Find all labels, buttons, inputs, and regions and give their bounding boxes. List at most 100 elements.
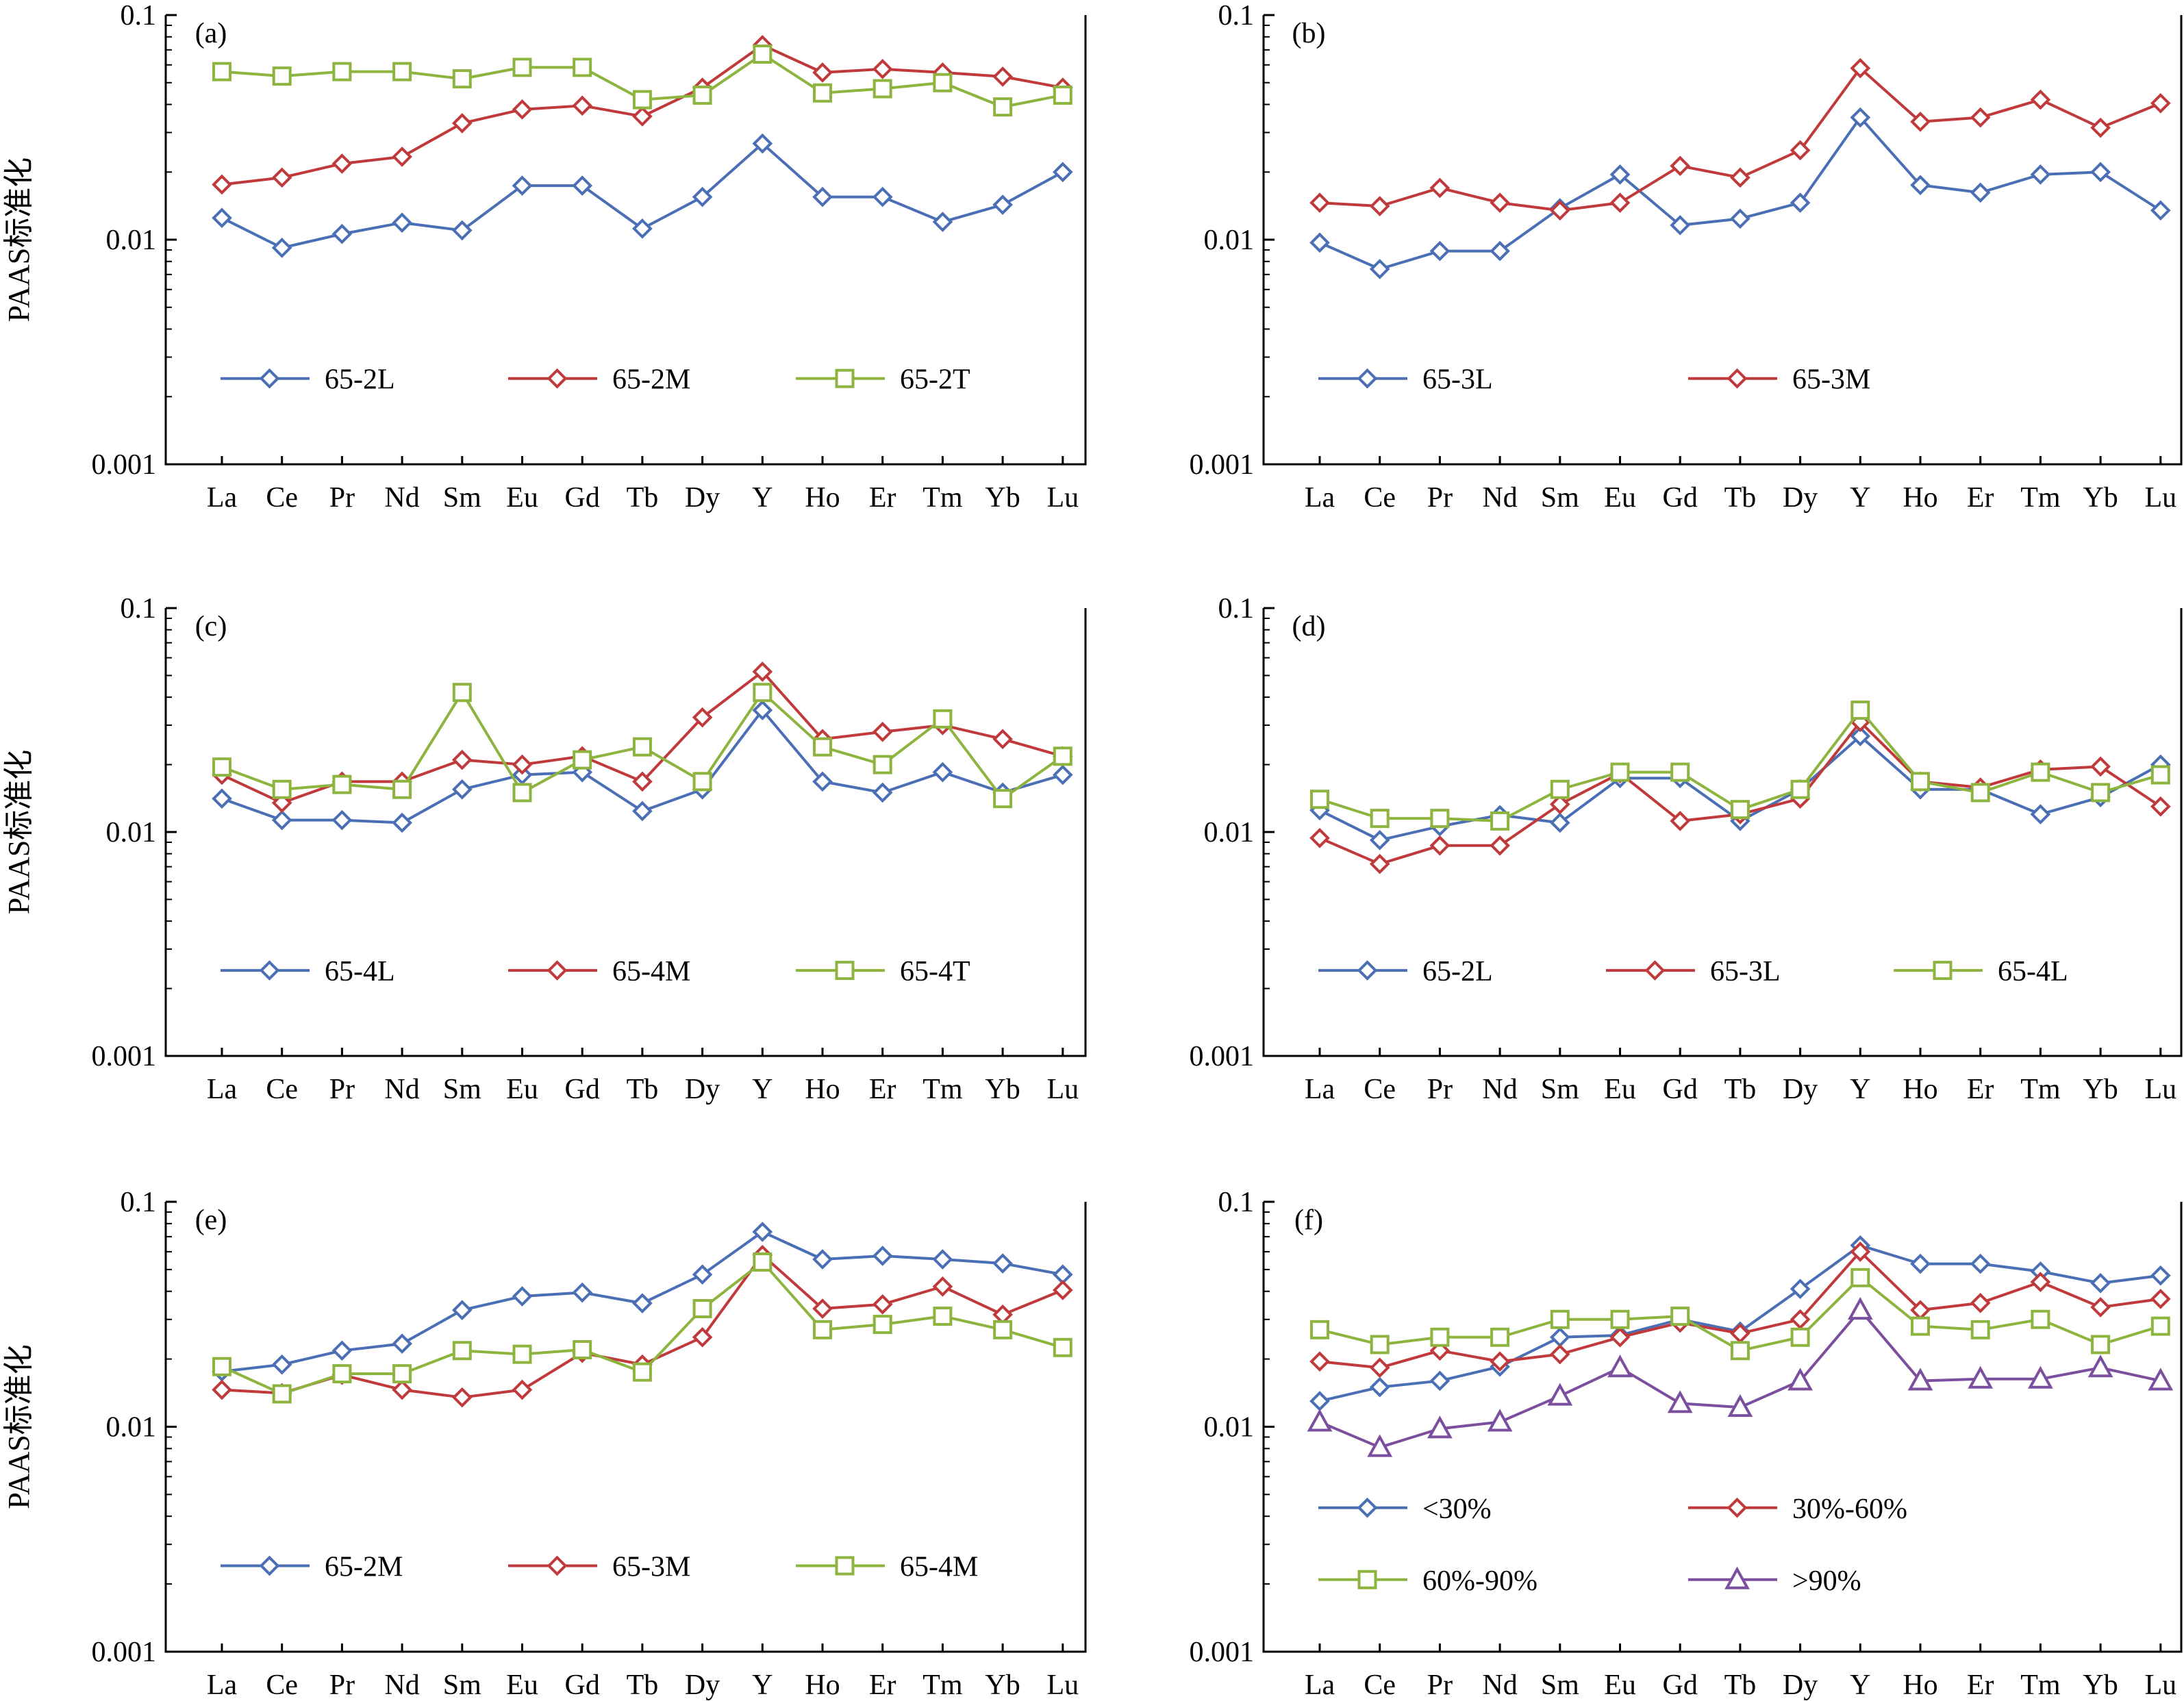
data-point-0-4	[452, 69, 472, 89]
data-point-3-4	[1549, 794, 1570, 815]
data-point-4-6	[572, 1282, 593, 1303]
x-tick-label-La: La	[207, 1670, 238, 1701]
x-tick-label-Ce: Ce	[1364, 1074, 1396, 1105]
data-point-1-5	[1609, 164, 1631, 185]
data-point-3-2	[1429, 835, 1451, 856]
x-tick-label-Y: Y	[1850, 482, 1870, 514]
data-point-2-11	[873, 755, 892, 774]
data-point-1-11	[1970, 107, 1991, 128]
data-point-4-4	[451, 1300, 473, 1320]
panel-2: 0.1 0.01 0.001 La Ce Pr Nd Sm Eu Gd Tb Dy Y Ho Er Tm Yb L…	[2, 593, 1087, 1105]
data-point-5-5	[1609, 1326, 1631, 1348]
data-point-2-4	[452, 683, 472, 703]
data-point-0-9	[752, 133, 773, 154]
data-point-4-11	[872, 1246, 893, 1266]
panel-3: 0.1 0.01 0.001 La Ce Pr Nd Sm Eu Gd Tb Dy Y Ho Er Tm Yb L…	[1190, 593, 2183, 1105]
x-tick-label-Sm: Sm	[1541, 482, 1579, 514]
x-tick-label-Y: Y	[752, 482, 773, 514]
axes-frame	[164, 608, 1087, 1057]
data-point-1-3	[1490, 240, 1510, 262]
data-point-3-6	[1670, 762, 1690, 782]
x-tick-label-La: La	[1305, 482, 1335, 514]
x-tick-label-Tb: Tb	[627, 1074, 659, 1105]
data-point-1-1	[1369, 196, 1390, 216]
data-point-5-13	[2087, 1354, 2113, 1378]
data-point-3-7	[1730, 800, 1750, 820]
y-tick-label: 0.001	[1190, 449, 1255, 481]
data-point-2-legend-0	[259, 960, 280, 981]
data-point-0-legend-1	[547, 368, 568, 389]
data-point-5-12	[2030, 1272, 2051, 1292]
x-tick-label-Dy: Dy	[685, 1670, 720, 1701]
x-tick-label-Lu: Lu	[1046, 482, 1079, 514]
data-point-5-2	[1429, 1370, 1451, 1391]
data-point-5-5	[1607, 1354, 1633, 1378]
data-point-4-5	[512, 1286, 533, 1307]
panel-1: 0.1 0.01 0.001 La Ce Pr Nd Sm Eu Gd Tb Dy Y Ho Er Tm Yb L…	[1190, 0, 2183, 514]
data-point-5-5	[1610, 1309, 1630, 1329]
data-point-5-1	[1370, 1335, 1390, 1354]
x-tick-label-Gd: Gd	[565, 1670, 600, 1701]
data-point-0-7	[632, 106, 653, 127]
data-point-0-8	[692, 85, 712, 105]
series-65-2M	[212, 35, 1073, 195]
data-point-5-8	[1790, 1327, 1810, 1347]
x-tick-label-Pr: Pr	[329, 1074, 355, 1105]
data-point-4-7	[632, 1293, 653, 1313]
data-point-4-4	[452, 1341, 472, 1361]
data-point-2-4	[451, 749, 473, 770]
y-tick-label: 0.01	[106, 225, 157, 256]
data-point-0-legend-2	[835, 368, 855, 388]
legend-label: 30%-60%	[1792, 1494, 1907, 1525]
x-tick-label-Er: Er	[1967, 482, 1994, 514]
legend: 65-2L 65-3L 65-4L	[1318, 956, 2068, 987]
data-point-2-9	[752, 700, 773, 720]
x-tick-label-Lu: Lu	[2144, 1670, 2176, 1701]
x-tick-label-Sm: Sm	[443, 482, 481, 514]
data-point-0-0	[212, 207, 232, 229]
data-point-3-0	[1310, 790, 1329, 809]
legend: 65-4L 65-4M 65-4T	[221, 956, 970, 987]
data-point-2-8	[692, 772, 712, 792]
x-tick-label-Tb: Tb	[627, 1670, 659, 1701]
data-point-2-3	[392, 812, 412, 833]
data-point-2-legend-2	[835, 961, 855, 981]
x-tick-label-Ho: Ho	[1903, 1074, 1937, 1105]
x-tick-label-Ho: Ho	[1903, 1670, 1937, 1701]
data-point-5-14	[2148, 1368, 2174, 1391]
data-point-5-3	[1490, 1327, 1510, 1347]
data-point-0-13	[992, 66, 1013, 87]
data-point-5-1	[1367, 1434, 1393, 1457]
x-tick-label-Y: Y	[752, 1074, 773, 1105]
data-point-3-4	[1550, 779, 1570, 799]
data-point-1-0	[1309, 232, 1330, 253]
legend-label: 65-3L	[1422, 364, 1493, 396]
data-point-0-1	[271, 167, 292, 188]
data-point-4-8	[692, 1264, 713, 1285]
data-point-3-1	[1369, 853, 1390, 874]
x-tick-label-Yb: Yb	[985, 482, 1020, 514]
data-point-1-0	[1309, 192, 1330, 213]
data-point-4-legend-2	[835, 1556, 855, 1576]
x-tick-label-Eu: Eu	[1604, 1670, 1636, 1701]
data-point-0-2	[332, 62, 352, 81]
x-tick-label-Gd: Gd	[1663, 1074, 1698, 1105]
x-tick-label-Tm: Tm	[2020, 1670, 2061, 1701]
data-point-0-1	[272, 66, 292, 86]
axes-frame	[1262, 608, 2183, 1057]
x-tick-label-Ho: Ho	[805, 1074, 840, 1105]
data-point-2-2	[331, 809, 353, 831]
data-point-0-4	[451, 113, 473, 134]
data-point-5-14	[2150, 1289, 2171, 1309]
data-point-4-10	[812, 1298, 833, 1319]
data-point-0-14	[1052, 162, 1073, 183]
data-point-5-8	[1790, 1309, 1811, 1330]
data-point-2-13	[992, 729, 1013, 750]
data-point-0-9	[753, 45, 773, 64]
data-point-4-13	[993, 1320, 1013, 1339]
data-point-0-5	[512, 175, 533, 196]
panel-label: (e)	[195, 1205, 227, 1236]
data-point-3-legend-2	[1933, 961, 1953, 981]
series-65-2T	[212, 45, 1072, 117]
data-point-3-6	[1670, 811, 1691, 831]
